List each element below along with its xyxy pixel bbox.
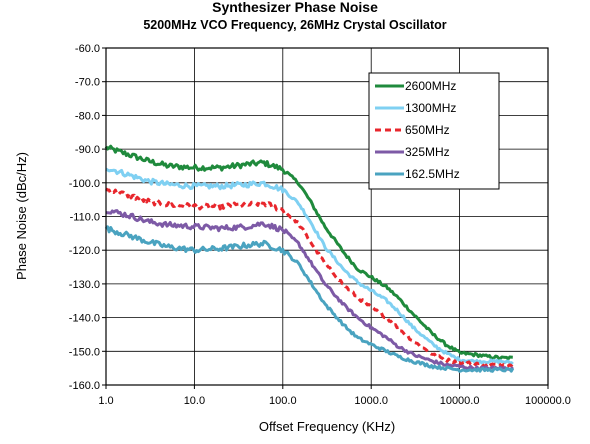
legend-label: 325MHz (405, 145, 450, 159)
x-tick-label: 10000.0 (440, 395, 480, 407)
y-tick-label: -160.0 (69, 380, 100, 392)
series-line-1300mhz (105, 167, 514, 366)
x-tick-label: 100.0 (269, 395, 297, 407)
legend-label: 162.5MHz (405, 167, 460, 181)
y-axis-title: Phase Noise (dBc/Hz) (14, 152, 29, 280)
legend-label: 1300MHz (405, 101, 456, 115)
chart-title: Synthesizer Phase Noise (212, 0, 378, 15)
series-line-650mhz (105, 187, 514, 368)
y-tick-label: -120.0 (69, 245, 100, 257)
y-tick-label: -140.0 (69, 313, 100, 325)
series-layer (104, 144, 515, 373)
legend: 2600MHz 1300MHz 650MHz 325MHz 162.5MHz (368, 72, 500, 190)
y-tick-label: -150.0 (69, 346, 100, 358)
y-tick-label: -130.0 (69, 279, 100, 291)
y-tick-label: -60.0 (75, 43, 100, 55)
y-tick-label: -100.0 (69, 178, 100, 190)
series-line-162-5mhz (104, 225, 515, 373)
y-tick-label: -110.0 (70, 212, 100, 224)
chart-subtitle: 5200MHz VCO Frequency, 26MHz Crystal Osc… (143, 18, 447, 32)
y-tick-label: -80.0 (75, 110, 100, 122)
y-tick-label: -70.0 (75, 77, 100, 89)
x-tick-label: 1000.0 (354, 395, 388, 407)
y-tick-label: -90.0 (75, 144, 100, 156)
x-axis-title: Offset Frequency (KHz) (259, 419, 395, 434)
x-tick-label: 100000.0 (525, 395, 571, 407)
x-tick-label: 1.0 (98, 395, 113, 407)
legend-label: 650MHz (405, 123, 450, 137)
legend-label: 2600MHz (405, 79, 456, 93)
series-line-2600mhz (104, 144, 513, 361)
ticks: -60.0 -70.0 -80.0 -90.0 -100.0 -110.0 -120.0 -1… (69, 43, 571, 407)
series-line-325mhz (105, 209, 514, 372)
x-tick-label: 10.0 (184, 395, 205, 407)
